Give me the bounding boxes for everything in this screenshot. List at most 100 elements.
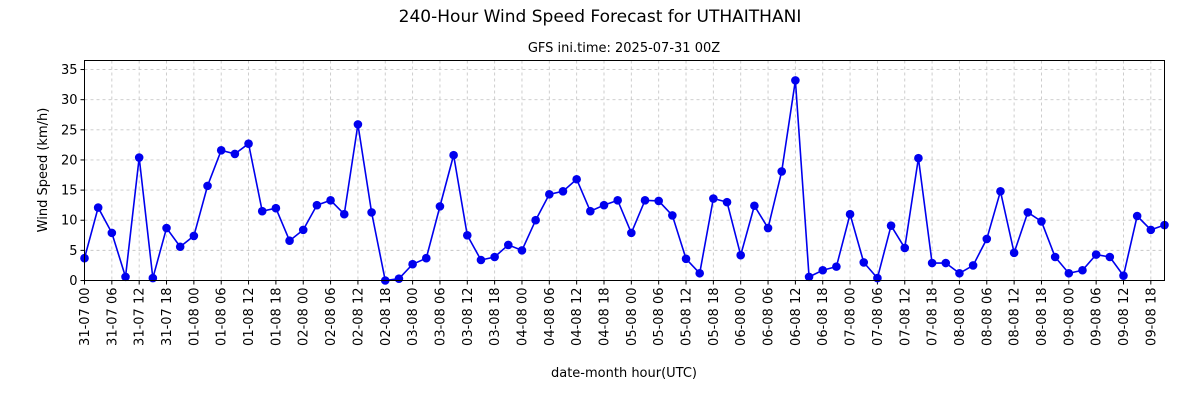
y-tick-label: 5 — [69, 244, 77, 259]
x-tick-label: 01-08 18 — [269, 288, 284, 346]
x-tick-label: 06-08 18 — [816, 288, 831, 346]
x-tick-label: 08-08 18 — [1035, 288, 1050, 346]
x-tick-label: 04-08 00 — [515, 288, 530, 346]
data-point — [326, 196, 335, 205]
data-point — [900, 243, 910, 253]
plot-area-frame — [84, 60, 1165, 281]
x-tick-label: 09-08 06 — [1090, 288, 1105, 346]
data-point — [695, 268, 704, 278]
data-point — [955, 268, 964, 278]
y-tick-label: 10 — [61, 214, 78, 229]
data-point — [545, 190, 554, 199]
x-tick-label: 05-08 12 — [680, 288, 695, 346]
data-point — [162, 223, 171, 233]
x-tick-label: 06-08 12 — [789, 288, 804, 346]
x-tick-label: 06-08 00 — [734, 288, 749, 346]
x-tick-label: 06-08 06 — [762, 288, 777, 346]
data-point — [654, 196, 663, 206]
data-point — [1146, 225, 1156, 235]
data-point — [312, 200, 322, 210]
data-point — [435, 202, 445, 211]
data-point — [449, 150, 458, 160]
data-point — [886, 221, 896, 230]
data-point — [859, 258, 869, 267]
x-tick-label: 08-08 00 — [953, 288, 968, 346]
data-point — [627, 228, 636, 238]
data-point — [791, 76, 800, 85]
data-point — [572, 174, 581, 184]
data-point — [1132, 211, 1142, 221]
data-point — [298, 225, 308, 235]
x-tick-label: 01-08 06 — [215, 288, 230, 346]
x-tick-label: 07-08 18 — [926, 288, 941, 346]
data-point — [941, 258, 951, 268]
x-axis-ticks: 31-07 00 31-07 06 31-07 12 31-07 18 01-08 00… — [78, 280, 1159, 346]
data-points — [80, 76, 1169, 285]
x-tick-label: 02-08 06 — [324, 288, 339, 346]
x-tick-label: 31-07 18 — [160, 288, 175, 346]
data-point — [873, 273, 882, 283]
x-tick-label: 03-08 00 — [406, 288, 421, 346]
data-point — [244, 139, 253, 148]
y-tick-label: 30 — [61, 93, 78, 108]
x-tick-label: 02-08 18 — [379, 288, 394, 346]
data-point — [709, 194, 718, 203]
x-tick-label: 31-07 12 — [133, 288, 148, 346]
data-point — [175, 242, 185, 252]
data-point — [586, 206, 595, 216]
data-point — [832, 262, 841, 271]
data-point — [804, 272, 814, 282]
data-point — [353, 120, 363, 129]
y-tick-label: 25 — [61, 123, 78, 138]
y-tick-label: 0 — [69, 274, 77, 289]
x-tick-label: 04-08 06 — [543, 288, 558, 346]
x-tick-label: 09-08 00 — [1062, 288, 1077, 346]
data-point — [736, 250, 746, 260]
x-tick-label: 31-07 06 — [105, 288, 120, 346]
data-point — [285, 236, 294, 246]
data-point — [640, 196, 650, 205]
data-point — [558, 186, 568, 196]
x-tick-label: 08-08 12 — [1008, 288, 1023, 346]
data-point — [722, 197, 732, 207]
data-point — [996, 186, 1005, 196]
data-point — [394, 274, 404, 283]
data-point — [93, 203, 103, 212]
data-point — [1119, 271, 1128, 280]
x-tick-label: 09-08 18 — [1144, 288, 1159, 346]
chart-title: 240-Hour Wind Speed Forecast for UTHAITH… — [399, 7, 802, 27]
data-point — [517, 246, 527, 255]
data-point — [777, 167, 787, 176]
x-tick-label: 05-08 00 — [625, 288, 640, 346]
data-point — [134, 153, 144, 162]
x-tick-label: 01-08 00 — [187, 288, 202, 346]
y-tick-label: 15 — [61, 184, 78, 199]
data-point — [408, 259, 417, 269]
data-point — [982, 234, 992, 244]
x-tick-label: 04-08 12 — [570, 288, 585, 346]
x-tick-label: 07-08 00 — [844, 288, 859, 346]
data-point — [1023, 208, 1033, 217]
data-point — [750, 201, 759, 211]
chart-subtitle: GFS ini.time: 2025-07-31 00Z — [528, 41, 720, 56]
data-point — [367, 208, 376, 217]
data-point — [681, 254, 691, 264]
y-tick-label: 20 — [61, 153, 78, 168]
data-point — [476, 255, 486, 265]
data-point — [107, 228, 117, 238]
y-axis-label: Wind Speed (km/h) — [36, 108, 51, 233]
y-tick-label: 35 — [61, 63, 78, 78]
data-point — [818, 265, 828, 275]
data-point — [1009, 248, 1019, 258]
x-tick-label: 05-08 06 — [652, 288, 667, 346]
data-point — [763, 223, 773, 233]
data-point — [1037, 217, 1046, 226]
data-point — [927, 258, 937, 268]
data-point — [148, 273, 158, 283]
data-point — [203, 181, 212, 191]
data-point — [599, 200, 609, 210]
data-point — [668, 211, 677, 220]
x-tick-label: 09-08 12 — [1117, 288, 1132, 346]
data-point — [503, 240, 513, 250]
